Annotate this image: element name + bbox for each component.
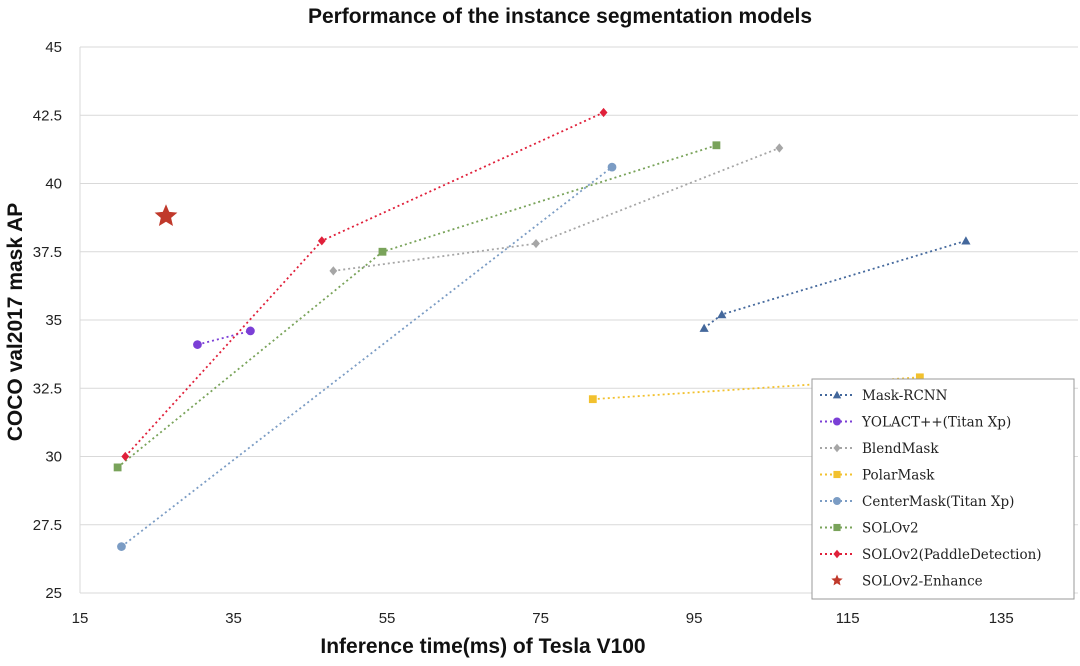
legend-item-solov2-enhance: SOLOv2-Enhance <box>831 574 983 590</box>
x-tick-label: 135 <box>989 610 1014 627</box>
data-point <box>246 326 255 336</box>
series-solov2-enhance <box>154 204 178 226</box>
y-tick-label: 45 <box>45 39 62 56</box>
legend-marker <box>831 574 843 586</box>
x-tick-label: 75 <box>532 610 549 627</box>
legend-item-solov2: SOLOv2 <box>820 521 919 537</box>
data-point <box>193 340 202 349</box>
x-tick-label: 35 <box>225 610 242 627</box>
legend-item-mask-rcnn: Mask-RCNN <box>820 388 948 404</box>
data-point <box>915 373 924 382</box>
legend-box <box>811 378 1075 600</box>
data-point <box>717 309 727 319</box>
legend-label: SOLOv2-Enhance <box>862 574 983 590</box>
series-line <box>117 144 717 469</box>
legend-label: PolarMask <box>862 468 935 484</box>
data-point <box>588 395 597 404</box>
data-point <box>317 236 326 246</box>
legend-marker <box>832 390 842 399</box>
data-point <box>961 236 971 245</box>
series-solov2 <box>113 141 721 472</box>
series-line <box>197 330 251 346</box>
data-point <box>121 451 130 462</box>
legend-item-solov2-paddledetection: SOLOv2(PaddleDetection) <box>820 547 1042 563</box>
tick-labels: 25 27.5 30 32.5 35 37.5 40 42.5 45 15 35 55 75 95 115 1… <box>33 39 1014 627</box>
legend-marker <box>833 549 841 559</box>
legend-marker <box>833 443 841 453</box>
legend-label: Mask-RCNN <box>862 388 948 404</box>
legend-item-blendmask: BlendMask <box>820 441 939 457</box>
y-axis-title: COCO val2017 mask AP <box>4 203 27 442</box>
series-line <box>124 111 604 458</box>
y-tick-label: 35 <box>45 312 62 329</box>
series-layer <box>113 107 971 551</box>
series-line <box>120 166 613 548</box>
data-point <box>378 247 387 256</box>
legend-item-polarmask: PolarMask <box>820 468 935 484</box>
data-point <box>607 162 617 172</box>
legend-marker <box>833 523 841 532</box>
data-point <box>154 204 178 226</box>
series-line <box>703 239 967 329</box>
legend-marker <box>833 417 841 426</box>
legend-marker <box>833 497 841 505</box>
legend-label: YOLACT++(Titan Xp) <box>861 415 1011 431</box>
y-tick-label: 30 <box>45 449 62 466</box>
legend: Mask-RCNN YOLACT++(Titan Xp) BlendMask Pola… <box>811 378 1075 600</box>
legend-label: SOLOv2 <box>862 521 919 537</box>
series-mask-rcnn <box>699 236 971 332</box>
y-tick-label: 27.5 <box>33 517 62 534</box>
y-tick-label: 42.5 <box>33 107 62 124</box>
series-centermask-titan-xp <box>117 162 617 551</box>
data-point <box>712 141 721 150</box>
x-tick-label: 115 <box>836 610 860 627</box>
data-point <box>699 323 709 332</box>
legend-marker <box>833 470 841 479</box>
data-point <box>329 266 338 276</box>
legend-label: SOLOv2(PaddleDetection) <box>862 547 1042 563</box>
y-tick-label: 37.5 <box>33 244 62 261</box>
x-axis-title: Inference time(ms) of Tesla V100 <box>320 635 645 658</box>
legend-item-centermask-titan-xp: CenterMask(Titan Xp) <box>820 494 1014 510</box>
y-tick-label: 25 <box>45 585 62 602</box>
chart-title: Performance of the instance segmentation… <box>308 5 812 28</box>
data-point <box>117 542 126 551</box>
data-point <box>113 463 122 472</box>
legend-label: CenterMask(Titan Xp) <box>862 494 1014 510</box>
data-point <box>599 107 608 118</box>
grid-lines <box>79 46 1078 594</box>
series-blendmask <box>329 143 784 276</box>
series-polarmask <box>588 373 924 404</box>
data-point <box>775 143 784 153</box>
legend-item-yolact-titan-xp: YOLACT++(Titan Xp) <box>820 415 1011 431</box>
y-tick-label: 32.5 <box>33 380 62 397</box>
x-tick-label: 55 <box>379 610 396 627</box>
series-yolact-titan-xp <box>193 326 255 349</box>
x-tick-label: 95 <box>686 610 703 627</box>
data-point <box>532 238 540 249</box>
legend-label: BlendMask <box>862 441 939 457</box>
series-solov2-paddledetection <box>121 107 608 462</box>
x-tick-label: 15 <box>72 610 89 627</box>
y-tick-label: 40 <box>45 176 62 193</box>
